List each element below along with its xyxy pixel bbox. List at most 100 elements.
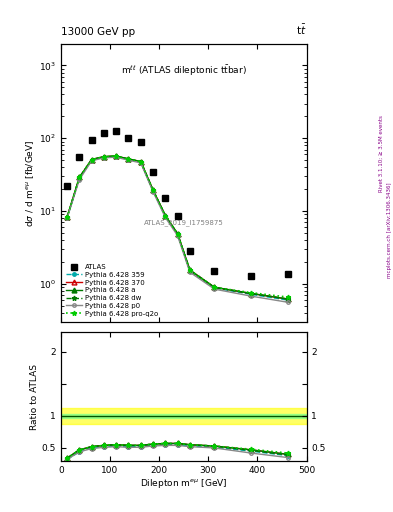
Line: Pythia 6.428 a: Pythia 6.428 a (64, 154, 290, 302)
Pythia 6.428 pro-q2o (249, 290, 253, 296)
ATLAS (187, 248, 192, 254)
Pythia 6.428 dw (89, 157, 94, 163)
Text: m$^{\ell\ell}$ (ATLAS dileptonic t$\bar{\rm t}$bar): m$^{\ell\ell}$ (ATLAS dileptonic t$\bar{… (121, 63, 247, 78)
Pythia 6.428 dw (138, 158, 143, 164)
Pythia 6.428 a (77, 175, 82, 181)
Bar (61, 414, 307, 418)
Pythia 6.428 pro-q2o (212, 284, 217, 290)
Pythia 6.428 370 (163, 212, 168, 219)
Pythia 6.428 dw (151, 187, 155, 193)
Pythia 6.428 359 (163, 213, 168, 219)
Pythia 6.428 p0 (151, 188, 155, 195)
Pythia 6.428 a (175, 230, 180, 237)
Pythia 6.428 370 (126, 156, 131, 162)
Pythia 6.428 359 (89, 157, 94, 163)
Pythia 6.428 a (138, 158, 143, 164)
Pythia 6.428 dw (77, 175, 82, 181)
Line: Pythia 6.428 p0: Pythia 6.428 p0 (65, 156, 290, 304)
Pythia 6.428 a (65, 215, 70, 221)
Pythia 6.428 pro-q2o (101, 154, 106, 160)
Bar (61, 408, 307, 423)
Pythia 6.428 dw (286, 296, 290, 302)
Pythia 6.428 dw (249, 290, 253, 296)
Pythia 6.428 pro-q2o (126, 156, 131, 162)
ATLAS (114, 128, 119, 134)
ATLAS (212, 268, 217, 274)
Pythia 6.428 p0 (101, 155, 106, 161)
Pythia 6.428 370 (286, 296, 290, 302)
Pythia 6.428 dw (114, 153, 119, 159)
Pythia 6.428 p0 (175, 232, 180, 239)
Pythia 6.428 pro-q2o (163, 212, 168, 219)
Pythia 6.428 dw (175, 230, 180, 237)
Pythia 6.428 a (101, 154, 106, 160)
Pythia 6.428 a (187, 267, 192, 273)
Pythia 6.428 dw (101, 154, 106, 160)
Y-axis label: d$\sigma$ / d m$^{e\mu}$ [fb/GeV]: d$\sigma$ / d m$^{e\mu}$ [fb/GeV] (24, 139, 36, 226)
Pythia 6.428 a (89, 157, 94, 163)
Pythia 6.428 a (249, 290, 253, 296)
Pythia 6.428 370 (249, 290, 253, 296)
X-axis label: Dilepton m$^{e\mu}$ [GeV]: Dilepton m$^{e\mu}$ [GeV] (140, 477, 228, 490)
Pythia 6.428 359 (65, 215, 70, 221)
Text: mcplots.cern.ch [arXiv:1306.3436]: mcplots.cern.ch [arXiv:1306.3436] (387, 183, 391, 278)
Pythia 6.428 359 (77, 176, 82, 182)
Pythia 6.428 a (114, 153, 119, 159)
Text: Rivet 3.1.10; ≥ 3.5M events: Rivet 3.1.10; ≥ 3.5M events (379, 115, 384, 192)
Pythia 6.428 359 (249, 291, 253, 297)
ATLAS (126, 135, 131, 141)
Pythia 6.428 359 (101, 154, 106, 160)
Line: Pythia 6.428 pro-q2o: Pythia 6.428 pro-q2o (64, 154, 290, 300)
ATLAS (89, 137, 94, 143)
Line: ATLAS: ATLAS (64, 128, 291, 279)
Pythia 6.428 370 (101, 154, 106, 160)
Pythia 6.428 pro-q2o (187, 267, 192, 273)
ATLAS (77, 154, 82, 160)
Pythia 6.428 pro-q2o (77, 175, 82, 181)
Pythia 6.428 pro-q2o (65, 215, 70, 221)
Legend: ATLAS, Pythia 6.428 359, Pythia 6.428 370, Pythia 6.428 a, Pythia 6.428 dw, Pyth: ATLAS, Pythia 6.428 359, Pythia 6.428 37… (64, 262, 160, 318)
Pythia 6.428 p0 (89, 158, 94, 164)
Pythia 6.428 370 (212, 284, 217, 290)
Pythia 6.428 pro-q2o (151, 187, 155, 193)
Pythia 6.428 dw (212, 284, 217, 290)
Y-axis label: Ratio to ATLAS: Ratio to ATLAS (30, 364, 39, 430)
Pythia 6.428 pro-q2o (286, 294, 290, 300)
Pythia 6.428 p0 (163, 215, 168, 221)
Pythia 6.428 p0 (114, 154, 119, 160)
Pythia 6.428 dw (163, 212, 168, 219)
Pythia 6.428 359 (138, 159, 143, 165)
Pythia 6.428 pro-q2o (138, 158, 143, 164)
Pythia 6.428 p0 (286, 299, 290, 305)
Pythia 6.428 a (163, 212, 168, 219)
Pythia 6.428 dw (65, 215, 70, 221)
Pythia 6.428 370 (175, 230, 180, 237)
Pythia 6.428 p0 (138, 160, 143, 166)
Pythia 6.428 dw (187, 267, 192, 273)
Pythia 6.428 359 (175, 231, 180, 238)
ATLAS (151, 168, 155, 175)
Pythia 6.428 370 (138, 158, 143, 164)
Line: Pythia 6.428 dw: Pythia 6.428 dw (64, 154, 290, 302)
Pythia 6.428 359 (151, 188, 155, 194)
Pythia 6.428 a (126, 156, 131, 162)
Text: t$\bar{t}$: t$\bar{t}$ (296, 23, 307, 37)
ATLAS (138, 139, 143, 145)
Pythia 6.428 370 (65, 215, 70, 221)
Pythia 6.428 359 (126, 157, 131, 163)
Pythia 6.428 a (286, 296, 290, 302)
Pythia 6.428 p0 (249, 293, 253, 299)
Pythia 6.428 pro-q2o (175, 230, 180, 237)
ATLAS (163, 195, 168, 201)
Line: Pythia 6.428 359: Pythia 6.428 359 (65, 155, 290, 302)
Pythia 6.428 359 (114, 154, 119, 160)
Pythia 6.428 dw (126, 156, 131, 162)
Pythia 6.428 359 (286, 297, 290, 303)
Text: 13000 GeV pp: 13000 GeV pp (61, 27, 135, 37)
Pythia 6.428 p0 (65, 215, 70, 221)
ATLAS (249, 272, 253, 279)
Pythia 6.428 p0 (212, 286, 217, 292)
Pythia 6.428 pro-q2o (114, 153, 119, 159)
Pythia 6.428 359 (212, 285, 217, 291)
Pythia 6.428 370 (89, 157, 94, 163)
